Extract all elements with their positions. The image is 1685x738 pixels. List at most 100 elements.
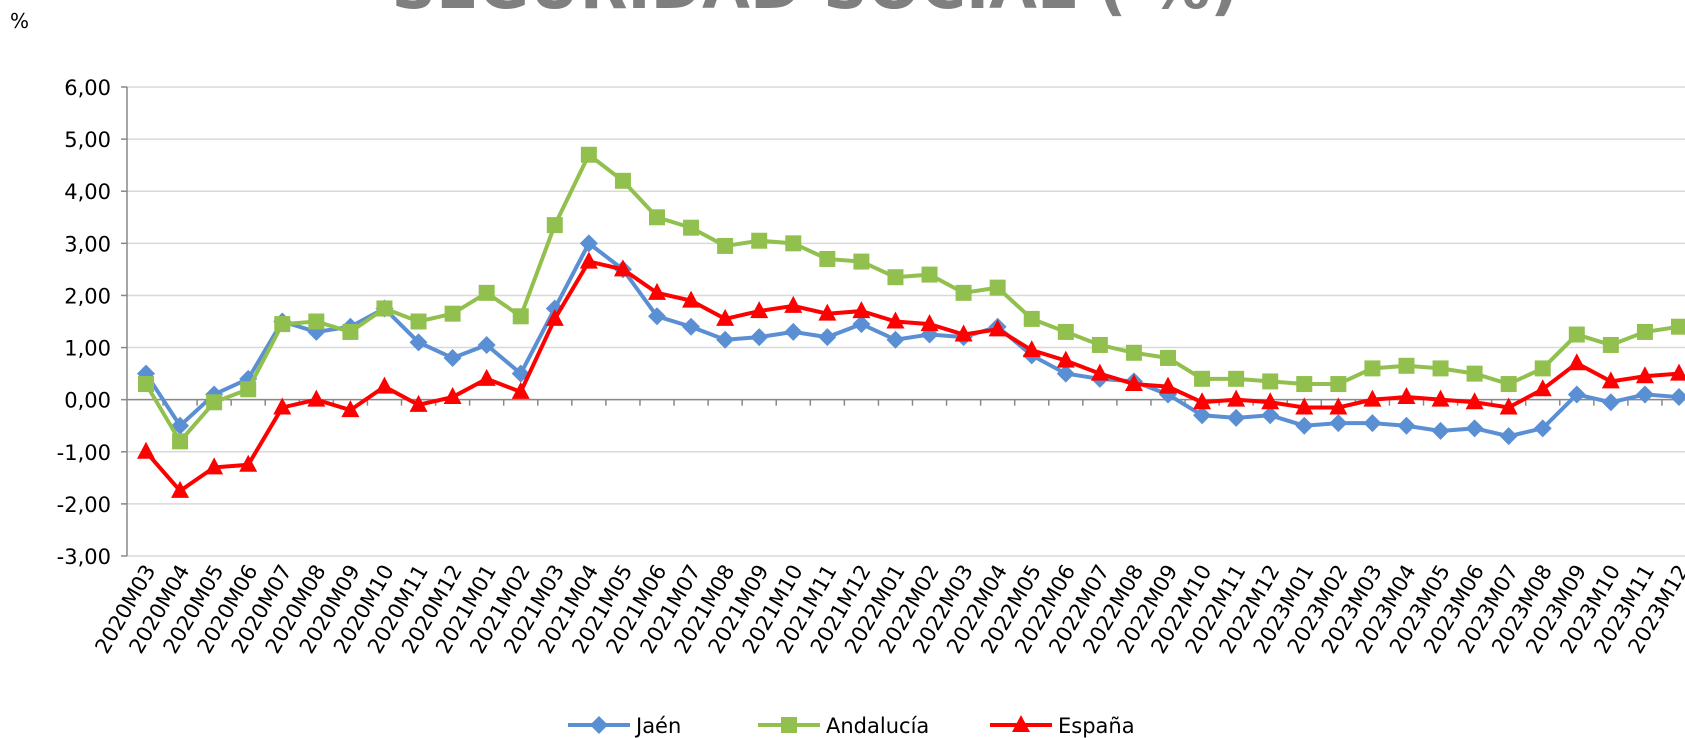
- y-tick-label: -2,00: [57, 493, 111, 517]
- marker: [1397, 416, 1416, 435]
- marker: [1056, 350, 1075, 368]
- marker: [1012, 715, 1030, 732]
- marker: [1601, 393, 1620, 412]
- marker: [1500, 376, 1517, 393]
- marker: [1465, 392, 1484, 410]
- marker: [239, 454, 258, 472]
- marker: [477, 335, 496, 354]
- y-tick-label: 3,00: [64, 232, 111, 256]
- marker: [410, 313, 427, 330]
- marker: [1602, 336, 1619, 353]
- marker: [1295, 397, 1314, 415]
- marker: [887, 269, 904, 286]
- marker: [750, 328, 769, 347]
- marker: [205, 457, 224, 475]
- marker: [443, 348, 462, 367]
- marker: [1160, 349, 1176, 366]
- marker: [409, 394, 428, 412]
- y-tick-label: 5,00: [64, 128, 111, 152]
- marker: [1670, 388, 1685, 407]
- y-axis-label: %: [10, 9, 29, 33]
- marker: [1398, 357, 1415, 374]
- chart-title: SEGURIDAD SOCIAL ( %): [392, 0, 1239, 23]
- marker: [1330, 376, 1347, 393]
- marker: [818, 303, 837, 321]
- marker: [988, 319, 1007, 337]
- y-tick-label: 6,00: [64, 76, 111, 100]
- marker: [1159, 376, 1177, 394]
- marker: [546, 217, 563, 234]
- marker: [545, 308, 564, 326]
- marker: [614, 172, 631, 189]
- marker: [1363, 414, 1382, 433]
- marker: [478, 284, 495, 301]
- marker: [1124, 374, 1143, 392]
- marker: [1533, 419, 1552, 438]
- marker: [1363, 389, 1382, 407]
- marker: [750, 301, 769, 319]
- marker: [580, 146, 597, 163]
- marker: [1533, 379, 1552, 397]
- marker: [1499, 397, 1518, 415]
- marker: [1261, 406, 1280, 425]
- marker: [579, 234, 598, 253]
- marker: [1431, 421, 1450, 440]
- series-line: [144, 151, 1680, 445]
- marker: [1567, 353, 1586, 371]
- marker: [1261, 392, 1280, 410]
- marker: [716, 330, 735, 349]
- marker: [1568, 326, 1585, 343]
- marker: [1194, 370, 1211, 387]
- marker: [1227, 408, 1246, 427]
- marker: [682, 290, 701, 308]
- marker: [1499, 427, 1518, 446]
- marker: [886, 330, 905, 349]
- marker: [342, 323, 359, 340]
- marker: [1022, 340, 1041, 358]
- marker: [1193, 392, 1212, 410]
- legend-label: España: [1058, 714, 1135, 738]
- y-tick-label: -3,00: [57, 545, 111, 569]
- y-tick-label: 0,00: [64, 389, 111, 413]
- marker: [683, 219, 700, 236]
- marker: [1601, 371, 1620, 389]
- marker: [852, 315, 871, 334]
- marker: [1466, 365, 1483, 382]
- marker: [172, 433, 189, 450]
- marker: [307, 389, 326, 407]
- marker: [137, 441, 155, 459]
- marker: [1364, 360, 1381, 377]
- marker: [852, 301, 871, 319]
- marker: [1193, 406, 1212, 425]
- marker: [1296, 376, 1313, 393]
- marker: [1635, 366, 1654, 384]
- marker: [717, 237, 734, 254]
- marker: [1329, 397, 1348, 415]
- marker: [955, 284, 972, 301]
- marker: [1090, 363, 1109, 381]
- marker: [1125, 344, 1142, 361]
- marker: [954, 324, 973, 342]
- marker: [1228, 370, 1245, 387]
- marker: [590, 716, 608, 734]
- marker: [512, 308, 529, 325]
- marker: [1262, 373, 1279, 390]
- marker: [444, 305, 461, 322]
- marker: [579, 251, 598, 269]
- y-tick-label: -1,00: [57, 441, 111, 465]
- marker: [989, 279, 1006, 296]
- series-line: [144, 259, 1680, 494]
- marker: [273, 397, 292, 415]
- marker: [1635, 385, 1654, 404]
- marker: [1091, 336, 1108, 353]
- marker: [1057, 323, 1074, 340]
- marker: [649, 209, 665, 226]
- marker: [443, 387, 462, 405]
- legend-label: Jaén: [634, 714, 681, 738]
- marker: [511, 381, 530, 399]
- marker: [886, 311, 905, 329]
- marker: [1671, 318, 1685, 335]
- marker: [751, 232, 768, 249]
- marker: [1295, 416, 1314, 435]
